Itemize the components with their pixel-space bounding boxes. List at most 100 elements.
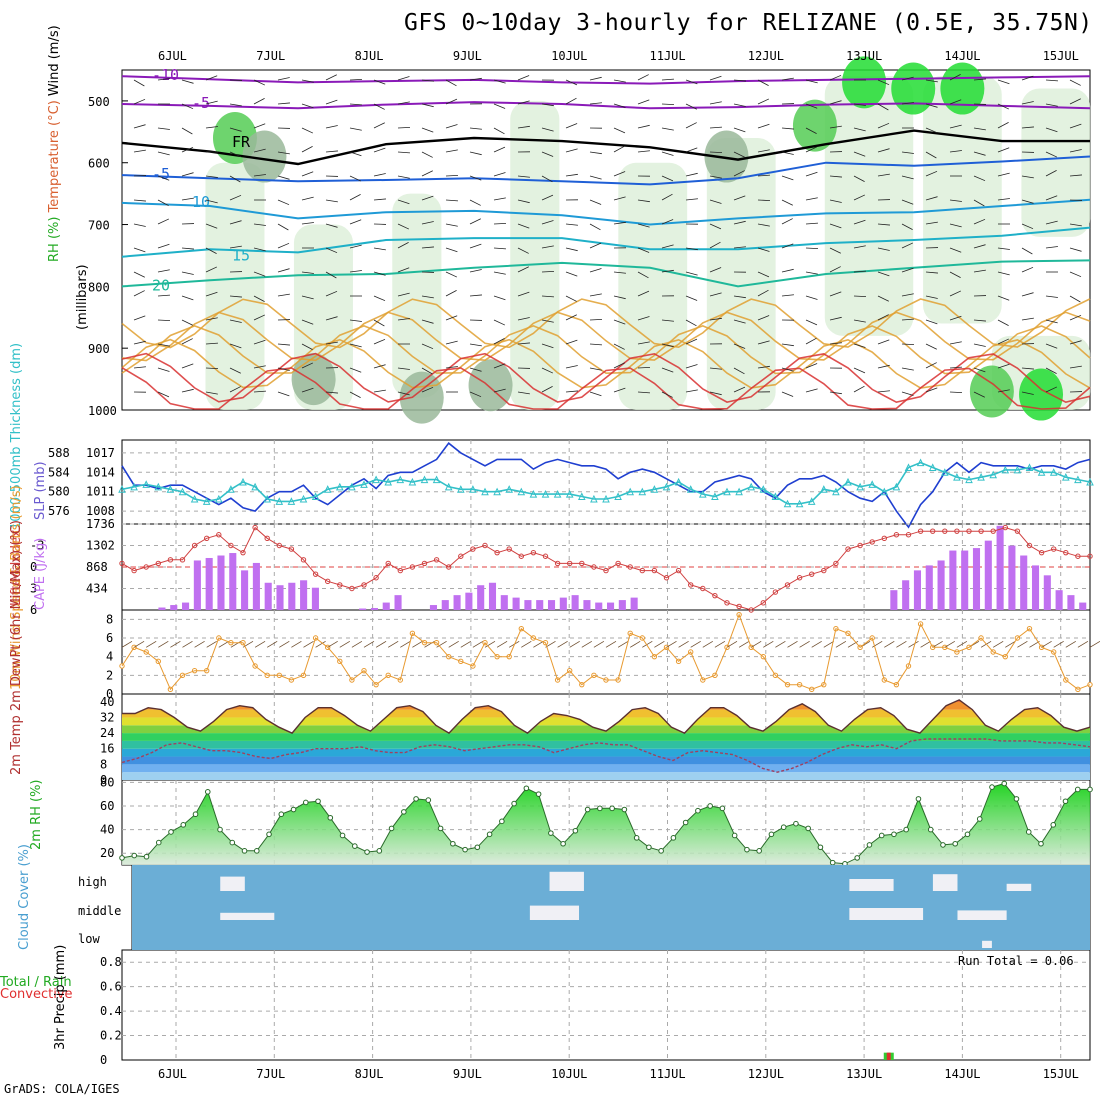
wind-barb bbox=[829, 125, 842, 129]
isotherm-label-0: -10 bbox=[152, 66, 179, 84]
rh-point bbox=[915, 796, 922, 802]
wind-barb bbox=[349, 219, 362, 225]
wind-barb bbox=[877, 223, 890, 226]
wind-barb bbox=[445, 149, 458, 153]
rh-tick-label: 80 bbox=[100, 775, 114, 789]
wind-barb bbox=[805, 388, 818, 393]
wind-barb bbox=[301, 295, 314, 300]
wind-barb bbox=[373, 271, 386, 276]
wind-barb bbox=[661, 127, 674, 131]
lifted-point bbox=[627, 564, 633, 570]
lifted-point bbox=[1063, 549, 1069, 556]
wind-barb bbox=[805, 146, 818, 153]
wind-barb bbox=[421, 127, 434, 133]
wind-barb bbox=[709, 175, 722, 179]
cape-bar bbox=[182, 602, 190, 610]
wind-barb-10m bbox=[1017, 640, 1028, 648]
wind-barb bbox=[277, 102, 290, 105]
wind-barb bbox=[181, 172, 194, 177]
wind-barb bbox=[805, 127, 817, 134]
lifted-point bbox=[591, 564, 597, 570]
rh-point bbox=[866, 842, 873, 848]
lifted-point bbox=[1026, 542, 1033, 549]
wind-barb bbox=[325, 391, 338, 394]
wind-barb bbox=[637, 74, 649, 81]
wind-barb bbox=[805, 295, 818, 300]
wind-barb bbox=[325, 150, 338, 153]
wind-barb-10m bbox=[992, 640, 1004, 648]
wind-barb bbox=[1021, 175, 1034, 179]
wind-barb-10m bbox=[158, 640, 169, 648]
wind-barb bbox=[1045, 127, 1058, 133]
wind-barb bbox=[277, 268, 290, 273]
rh-tick-label: 60 bbox=[100, 799, 114, 813]
wind-barb bbox=[901, 391, 914, 396]
temp-band bbox=[122, 748, 1090, 757]
wind-barb bbox=[517, 391, 530, 395]
wind-barb bbox=[349, 175, 362, 182]
wind-barb bbox=[133, 223, 146, 227]
wind-barb bbox=[661, 343, 674, 348]
wind-barb bbox=[589, 318, 603, 321]
date-label-bottom: 12JUL bbox=[748, 1067, 784, 1081]
wind-barb bbox=[997, 338, 1010, 345]
wind-barb bbox=[973, 175, 986, 182]
panel-frame-0 bbox=[121, 69, 1091, 411]
wind-barb bbox=[997, 198, 1010, 201]
wind-barb bbox=[493, 247, 506, 250]
cape-bar bbox=[949, 550, 957, 610]
wind-barb bbox=[973, 199, 985, 207]
wind-barb bbox=[949, 223, 962, 228]
rh-point bbox=[511, 800, 517, 807]
wind-barb bbox=[157, 343, 170, 347]
wind-barb bbox=[181, 295, 194, 301]
wind-barb bbox=[541, 367, 554, 374]
wind-barb bbox=[229, 343, 242, 349]
wind-barb bbox=[805, 247, 819, 250]
wind-barb bbox=[517, 342, 530, 345]
rh-point bbox=[854, 855, 860, 861]
wind-barb-10m bbox=[448, 640, 459, 648]
wind-barb bbox=[301, 146, 313, 153]
cape-bar bbox=[217, 555, 225, 610]
lifted-tick-label: 0 bbox=[30, 560, 37, 574]
lifted-point bbox=[361, 582, 367, 588]
wind-barb bbox=[493, 146, 506, 153]
wind-barb-10m bbox=[835, 640, 847, 648]
wind-barb bbox=[613, 343, 625, 350]
cape-bar bbox=[441, 600, 449, 610]
cape-bar bbox=[205, 557, 213, 610]
wind-barb bbox=[325, 247, 338, 254]
wind-barb bbox=[349, 367, 362, 373]
wind-barb bbox=[829, 100, 842, 105]
thickness-tick-label: 580 bbox=[48, 485, 70, 499]
rh-point bbox=[878, 832, 885, 839]
wind-barb bbox=[277, 343, 290, 346]
lifted-point bbox=[1051, 546, 1057, 552]
lifted-point bbox=[433, 557, 440, 563]
run-total-label: Run Total = 0.06 bbox=[958, 954, 1074, 968]
wind-barb bbox=[181, 127, 193, 135]
wind-barb bbox=[541, 386, 553, 393]
wind-barb bbox=[277, 151, 290, 155]
wind-barb bbox=[1021, 266, 1034, 273]
lifted-point bbox=[615, 560, 621, 567]
rh-point bbox=[499, 818, 505, 825]
wind-barb-10m bbox=[678, 640, 689, 648]
wind-barb bbox=[925, 319, 938, 325]
temp-band bbox=[122, 699, 1090, 702]
rh-point bbox=[903, 826, 910, 833]
wind-barb bbox=[397, 101, 410, 105]
wind-barb bbox=[781, 127, 794, 130]
rh-point bbox=[756, 848, 762, 854]
wind-barb-10m bbox=[521, 640, 532, 648]
rh-point bbox=[633, 835, 640, 841]
cape-bar bbox=[276, 585, 284, 610]
wind-barb bbox=[1021, 75, 1034, 81]
precip-conv-label: Convective bbox=[0, 987, 73, 1002]
wind-barb bbox=[565, 173, 578, 177]
wind-barb bbox=[253, 271, 266, 277]
date-label-top: 7JUL bbox=[256, 49, 285, 63]
wind-barb-10m bbox=[763, 640, 774, 648]
